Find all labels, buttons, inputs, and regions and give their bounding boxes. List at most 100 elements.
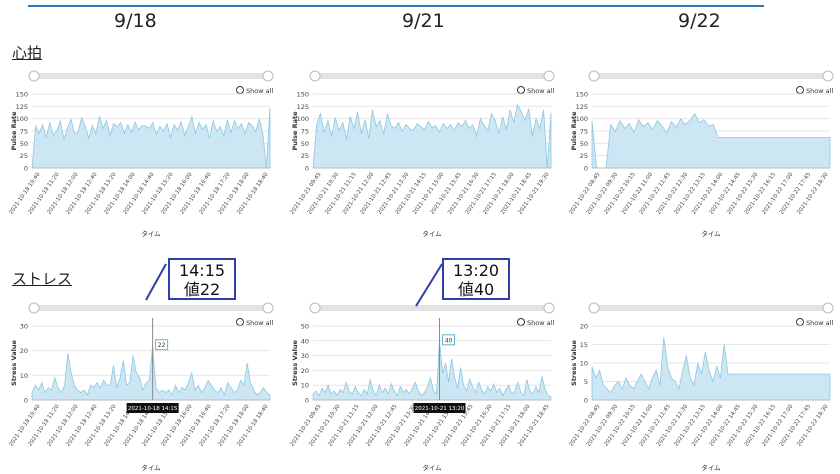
callout-9-21: 13:20 値40 bbox=[442, 258, 510, 300]
chart-5-x-tick-label-6: 2021-10-22 13:15 bbox=[673, 403, 707, 447]
chart-2-y-tick-label-6: 150 bbox=[576, 91, 588, 99]
chart-1-x-tick-label-9: 2021-10-21 16:30 bbox=[447, 171, 481, 215]
chart-1-x-tick-label-10: 2021-10-21 17:15 bbox=[465, 171, 499, 215]
chart-2-series-area bbox=[591, 112, 831, 169]
chart-4-y-tick-label-3: 30 bbox=[301, 352, 309, 360]
chart-0-zoom-icon bbox=[236, 86, 244, 94]
chart-0-y-tick-label-5: 125 bbox=[16, 103, 28, 111]
chart-1-y-tick-label-5: 125 bbox=[297, 103, 309, 111]
chart-2-x-tick-label-9: 2021-10-22 15:30 bbox=[726, 171, 760, 215]
chart-5-show-all-label: Show all bbox=[806, 319, 833, 327]
callout-leader-1 bbox=[140, 262, 170, 302]
chart-4-range-slider-track bbox=[313, 305, 551, 311]
chart-2-y-tick-label-2: 50 bbox=[580, 140, 588, 148]
stress-chart-9-21: Show all 0 10 20 30 40 50 Stress Value 2021-10-2… bbox=[283, 300, 559, 472]
chart-5-y-tick-label-1: 5 bbox=[584, 378, 588, 386]
chart-2-x-axis-label: タイム bbox=[701, 229, 721, 238]
chart-2-x-tick-label-4: 2021-10-22 11:45 bbox=[638, 171, 672, 215]
chart-1-x-tick-label-2: 2021-10-21 11:15 bbox=[324, 171, 358, 215]
chart-1-x-tick-label-0: 2021-10-21 09:45 bbox=[289, 171, 323, 215]
chart-2-x-tick-label-13: 2021-10-22 18:30 bbox=[796, 171, 830, 215]
chart-0-range-slider-right-handle[interactable] bbox=[262, 70, 274, 82]
chart-1-y-tick-label-1: 25 bbox=[301, 152, 309, 160]
chart-5-range-slider-right-handle[interactable] bbox=[822, 302, 834, 314]
chart-3-tooltip-value: 22 bbox=[158, 342, 166, 349]
chart-0-range-slider-left-handle[interactable] bbox=[28, 70, 40, 82]
chart-0-y-tick-label-4: 100 bbox=[16, 115, 28, 123]
chart-4-x-tick-label-0: 2021-10-21 09:45 bbox=[289, 403, 323, 447]
chart-2-x-tick-label-0: 2021-10-22 08:45 bbox=[568, 171, 602, 215]
chart-5-y-tick-label-0: 0 bbox=[584, 397, 588, 405]
chart-1-x-tick-label-11: 2021-10-21 18:00 bbox=[482, 171, 516, 215]
chart-1-range-slider-right-handle[interactable] bbox=[543, 70, 555, 82]
chart-4-y-tick-label-0: 0 bbox=[305, 397, 309, 405]
chart-5-y-tick-label-2: 10 bbox=[580, 360, 588, 368]
chart-4-range-slider-left-handle[interactable] bbox=[309, 302, 321, 314]
chart-4-y-tick-label-5: 50 bbox=[301, 323, 309, 331]
chart-3-show-all-label: Show all bbox=[246, 319, 273, 327]
stress-chart-9-18: Show all 0 10 20 30 Stress Value 2021-10-18 10… bbox=[2, 300, 278, 472]
chart-2-show-all-label: Show all bbox=[806, 87, 833, 95]
chart-1-x-tick-label-8: 2021-10-21 15:45 bbox=[430, 171, 464, 215]
stress-chart-9-22: Show all 0 5 10 15 20 Stress Value 2021-10-22 0… bbox=[562, 300, 838, 472]
chart-5-range-slider-track bbox=[592, 305, 830, 311]
chart-2-zoom-icon bbox=[796, 86, 804, 94]
chart-4-x-axis-label: タイム bbox=[422, 463, 442, 472]
chart-0-y-tick-label-0: 0 bbox=[24, 165, 28, 173]
chart-0-y-tick-label-1: 25 bbox=[20, 152, 28, 160]
chart-2-x-tick-label-12: 2021-10-22 17:45 bbox=[779, 171, 813, 215]
chart-5-x-tick-label-4: 2021-10-22 11:45 bbox=[638, 403, 672, 447]
chart-2-x-tick-label-7: 2021-10-22 14:00 bbox=[691, 171, 725, 215]
chart-2-range-slider-left-handle[interactable] bbox=[588, 70, 600, 82]
chart-5-zoom-icon bbox=[796, 318, 804, 326]
chart-2-x-tick-label-8: 2021-10-22 14:45 bbox=[709, 171, 743, 215]
chart-1-x-tick-label-12: 2021-10-21 18:45 bbox=[500, 171, 534, 215]
chart-2-y-tick-label-1: 25 bbox=[580, 152, 588, 160]
chart-1-x-tick-label-7: 2021-10-21 15:00 bbox=[412, 171, 446, 215]
chart-5-x-tick-label-7: 2021-10-22 14:00 bbox=[691, 403, 725, 447]
chart-5-x-tick-label-5: 2021-10-22 12:30 bbox=[656, 403, 690, 447]
chart-4-range-slider-right-handle[interactable] bbox=[543, 302, 555, 314]
chart-3-tooltip-time: 2021-10-18 14:15 bbox=[128, 406, 178, 412]
date-heading-1: 9/18 bbox=[114, 10, 157, 32]
chart-5-x-axis-label: タイム bbox=[701, 463, 721, 472]
chart-2-x-tick-label-6: 2021-10-22 13:15 bbox=[673, 171, 707, 215]
chart-4-zoom-icon bbox=[517, 318, 525, 326]
chart-5-series-area bbox=[591, 337, 831, 401]
chart-5-y-tick-label-4: 20 bbox=[580, 323, 588, 331]
chart-5-y-tick-label-3: 15 bbox=[580, 341, 588, 349]
chart-5-x-tick-label-1: 2021-10-22 09:30 bbox=[586, 403, 620, 447]
chart-1-y-tick-label-4: 100 bbox=[297, 115, 309, 123]
chart-4-show-all-label: Show all bbox=[527, 319, 554, 327]
callout-leader-2 bbox=[412, 262, 446, 308]
chart-2-y-tick-label-4: 100 bbox=[576, 115, 588, 123]
chart-3-range-slider-left-handle[interactable] bbox=[28, 302, 40, 314]
chart-2-x-tick-label-3: 2021-10-22 11:00 bbox=[621, 171, 655, 215]
chart-1-x-tick-label-3: 2021-10-21 12:00 bbox=[342, 171, 376, 215]
chart-0-show-all-label: Show all bbox=[246, 87, 273, 95]
pulse-chart-9-22: Show all 0 25 50 75 100 125 150 Pulse Rate 2021-1… bbox=[562, 68, 838, 238]
pulse-chart-9-21: Show all 0 25 50 75 100 125 150 Pulse Rate 2021-1… bbox=[283, 68, 559, 238]
chart-5-range-slider-left-handle[interactable] bbox=[588, 302, 600, 314]
chart-0-x-axis-label: タイム bbox=[141, 229, 161, 238]
chart-3-x-axis-label: タイム bbox=[141, 463, 161, 472]
chart-5-y-axis-label: Stress Value bbox=[570, 340, 578, 386]
chart-5-x-tick-label-9: 2021-10-22 15:30 bbox=[726, 403, 760, 447]
stress-section-label: ストレス bbox=[12, 270, 73, 288]
chart-2-range-slider-right-handle[interactable] bbox=[822, 70, 834, 82]
chart-3-y-tick-label-2: 20 bbox=[20, 347, 28, 355]
date-heading-3: 9/22 bbox=[678, 10, 721, 32]
chart-3-series-area bbox=[31, 345, 271, 401]
chart-5-x-tick-label-10: 2021-10-22 16:15 bbox=[744, 403, 778, 447]
chart-5-x-tick-label-0: 2021-10-22 08:45 bbox=[568, 403, 602, 447]
callout-9-21-value: 値40 bbox=[457, 280, 495, 299]
chart-4-y-tick-label-2: 20 bbox=[301, 367, 309, 375]
chart-5-x-tick-label-13: 2021-10-22 18:30 bbox=[796, 403, 830, 447]
chart-1-range-slider-track bbox=[313, 73, 551, 79]
chart-2-y-tick-label-3: 75 bbox=[580, 128, 588, 136]
chart-0-y-tick-label-2: 50 bbox=[20, 140, 28, 148]
chart-1-range-slider-left-handle[interactable] bbox=[309, 70, 321, 82]
chart-1-x-tick-label-6: 2021-10-21 14:15 bbox=[394, 171, 428, 215]
date-heading-2: 9/21 bbox=[402, 10, 445, 32]
chart-3-range-slider-right-handle[interactable] bbox=[262, 302, 274, 314]
